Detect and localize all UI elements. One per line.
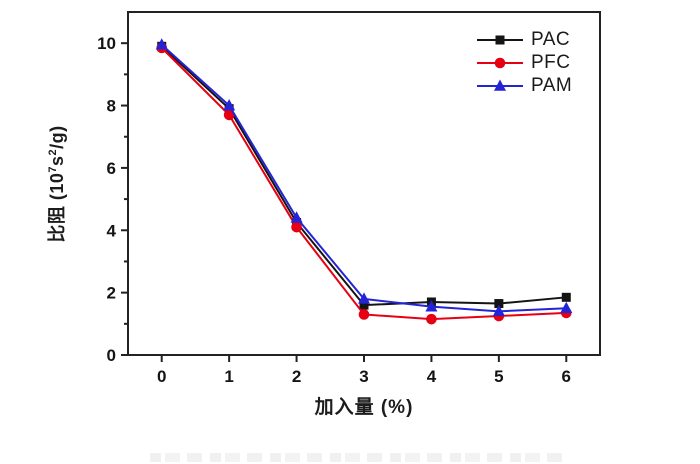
y-tick-label-4: 8 [107, 97, 116, 116]
x-tick-label-1: 1 [224, 367, 233, 386]
pam-marker-point-5 [492, 304, 505, 317]
pam-marker-point-1 [223, 99, 236, 111]
pfc-line-circle-marker-icon [477, 57, 523, 68]
legend-marker-pac [495, 35, 505, 44]
pac-line-square-marker-icon [477, 35, 523, 44]
legend-marker-pfc [494, 57, 506, 68]
x-tick-label-5: 5 [494, 367, 503, 386]
y-axis-title-sup2: 2 [47, 148, 59, 156]
series-pam [155, 38, 573, 317]
y-tick-label-3: 6 [107, 159, 116, 178]
x-tick-label-2: 2 [292, 367, 301, 386]
pam-marker-point-6 [560, 301, 573, 314]
y-axis-title-sup1: 7 [47, 165, 59, 173]
legend-label-pac: PAC [531, 28, 571, 50]
pam-marker-point-0 [155, 38, 168, 50]
legend-marker-pam [494, 79, 506, 91]
x-tick-label-4: 4 [427, 367, 437, 386]
y-axis-title-base3: /g) [47, 125, 67, 149]
y-tick-label-2: 4 [107, 221, 117, 240]
pac-marker-point-3 [359, 300, 369, 310]
x-tick-label-0: 0 [157, 367, 166, 386]
pam-line-triangle-marker-icon [477, 79, 523, 91]
x-tick-label-6: 6 [562, 367, 571, 386]
pfc-marker-point-4 [426, 313, 437, 325]
pam-marker-point-4 [425, 300, 438, 312]
legend: PAC PFC PAM [476, 28, 573, 96]
legend-item-pam: PAM [476, 74, 573, 96]
y-tick-label-5: 10 [97, 34, 116, 53]
pfc-marker-point-3 [358, 309, 370, 320]
x-axis-title: 加入量 (%) [314, 397, 414, 418]
legend-label-pfc: PFC [531, 51, 571, 73]
y-axis-title: 比阻 (107s2/g) [43, 125, 69, 242]
y-tick-label-0: 0 [107, 346, 116, 365]
legend-label-pam: PAM [531, 74, 573, 96]
pfc-marker-point-1 [223, 109, 235, 121]
x-tick-label-3: 3 [359, 367, 368, 386]
y-tick-label-1: 2 [107, 284, 116, 303]
pam-marker-point-2 [290, 211, 303, 223]
y-axis-title-base2: s [47, 155, 67, 166]
y-axis-title-base1: 比阻 (10 [47, 172, 67, 243]
pam-marker-point-3 [358, 292, 370, 304]
legend-item-pac: PAC [476, 28, 572, 50]
legend-item-pfc: PFC [476, 51, 572, 73]
pfc-marker-point-2 [291, 221, 302, 233]
pac-marker-point-5 [494, 299, 504, 309]
cropped-caption-remnant [150, 453, 568, 462]
pac-marker-point-6 [561, 292, 571, 302]
